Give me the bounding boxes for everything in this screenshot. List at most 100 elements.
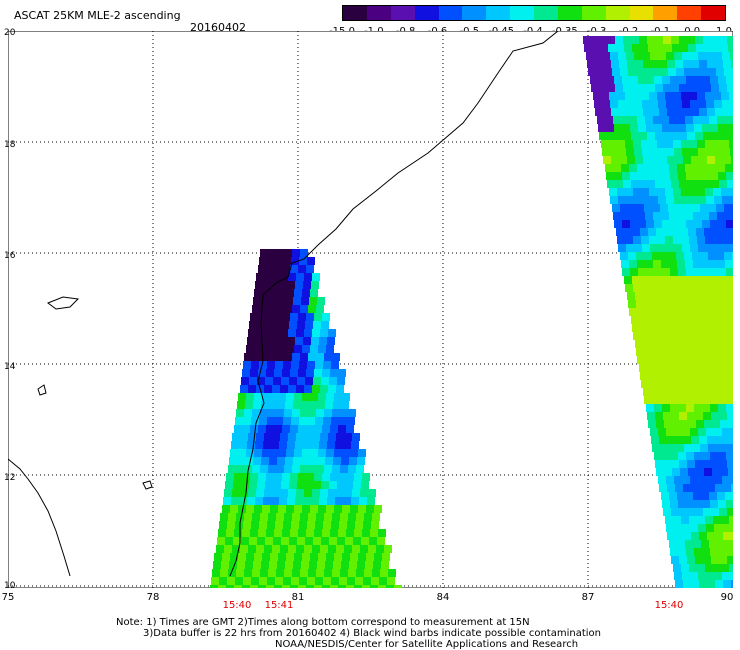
swath-cell — [236, 465, 244, 473]
swath-cell — [307, 417, 315, 425]
swath-cell — [646, 172, 654, 180]
swath-cell — [260, 569, 268, 577]
swath-cell — [267, 417, 275, 425]
swath-cell — [708, 444, 716, 452]
swath-cell — [235, 521, 243, 529]
swath-cell — [241, 377, 249, 385]
swath-cell — [678, 172, 686, 180]
x-tick-90: 90 — [720, 592, 734, 603]
swath-cell — [314, 369, 322, 377]
swath-cell — [664, 44, 672, 52]
swath-cell — [286, 345, 294, 353]
swath-cell — [619, 60, 627, 68]
swath-cell — [707, 436, 715, 444]
swath-cell — [683, 484, 691, 492]
swath-cell — [725, 116, 733, 124]
swath-cell — [312, 545, 320, 553]
swath-cell — [347, 417, 355, 425]
swath-cell — [348, 569, 356, 577]
y-tick-10: 10 — [4, 581, 16, 591]
swath-cell — [673, 284, 681, 292]
swath-cell — [644, 300, 652, 308]
swath-cell — [312, 489, 320, 497]
swath-cell — [690, 52, 698, 60]
swath-cell — [280, 489, 288, 497]
swath-cell — [692, 204, 700, 212]
swath-cell — [646, 76, 654, 84]
swath-cell — [322, 529, 330, 537]
swath-cell — [293, 457, 301, 465]
swath-cell — [280, 433, 288, 441]
swath-cell — [666, 244, 674, 252]
swath-cell — [346, 425, 354, 433]
swath-cell — [247, 337, 255, 345]
swath-cell — [286, 449, 294, 457]
swath-cell — [713, 516, 721, 524]
swath-cell — [711, 364, 719, 372]
swath-cell — [689, 516, 697, 524]
swath-cell — [316, 465, 324, 473]
swath-cell — [695, 508, 703, 516]
swath-cell — [704, 44, 712, 52]
swath-cell — [696, 228, 704, 236]
swath-cell — [678, 220, 686, 228]
swath-cell — [284, 409, 292, 417]
swath-cell — [302, 345, 310, 353]
swath-cell — [299, 521, 307, 529]
swath-cell — [599, 132, 607, 140]
swath-cell — [254, 393, 262, 401]
swath-cell — [670, 404, 678, 412]
swath-cell — [588, 68, 596, 76]
swath-cell — [681, 188, 689, 196]
swath-cell — [711, 412, 719, 420]
swath-cell — [649, 332, 657, 340]
swath-cell — [665, 516, 673, 524]
swath-cell — [285, 457, 293, 465]
swath-cell — [326, 393, 334, 401]
swath-cell — [600, 44, 608, 52]
swath-cell — [731, 292, 733, 300]
swath-cell — [628, 204, 636, 212]
swath-cell — [684, 300, 692, 308]
swath-cell — [662, 404, 670, 412]
swath-cell — [669, 212, 677, 220]
swath-cell — [328, 329, 336, 337]
swath-cell — [246, 505, 254, 513]
coastline-srilanka — [8, 458, 71, 577]
swath-cell — [248, 329, 256, 337]
swath-cell — [723, 532, 731, 540]
color-swatch-2 — [390, 6, 415, 20]
swath-cell — [260, 409, 268, 417]
swath-cell — [690, 524, 698, 532]
swath-cell — [637, 260, 645, 268]
swath-cell — [721, 92, 729, 100]
swath-cell — [312, 433, 320, 441]
swath-cell — [595, 108, 603, 116]
swath-cell — [696, 420, 704, 428]
swath-cell — [603, 156, 611, 164]
swath-cell — [635, 340, 643, 348]
swath-cell — [682, 428, 690, 436]
swath-cell — [236, 513, 244, 521]
swath-cell — [631, 84, 639, 92]
swath-cell — [289, 537, 297, 545]
swath-cell — [320, 385, 328, 393]
swath-cell — [271, 337, 279, 345]
swath-cell — [686, 76, 694, 84]
swath-cell — [361, 537, 369, 545]
swath-cell — [621, 212, 629, 220]
swath-cell — [723, 340, 731, 348]
swath-cell — [254, 449, 262, 457]
swath-cell — [284, 513, 292, 521]
swath-cell — [684, 68, 692, 76]
swath-cell — [324, 353, 332, 361]
swath-cell — [625, 236, 633, 244]
swath-cell — [258, 473, 266, 481]
swath-cell — [658, 476, 666, 484]
swath-cell — [694, 124, 702, 132]
swath-cell — [212, 569, 220, 577]
swath-cell — [675, 60, 683, 68]
color-swatch-8 — [534, 6, 558, 20]
swath-cell — [633, 236, 641, 244]
swath-cell — [305, 377, 313, 385]
